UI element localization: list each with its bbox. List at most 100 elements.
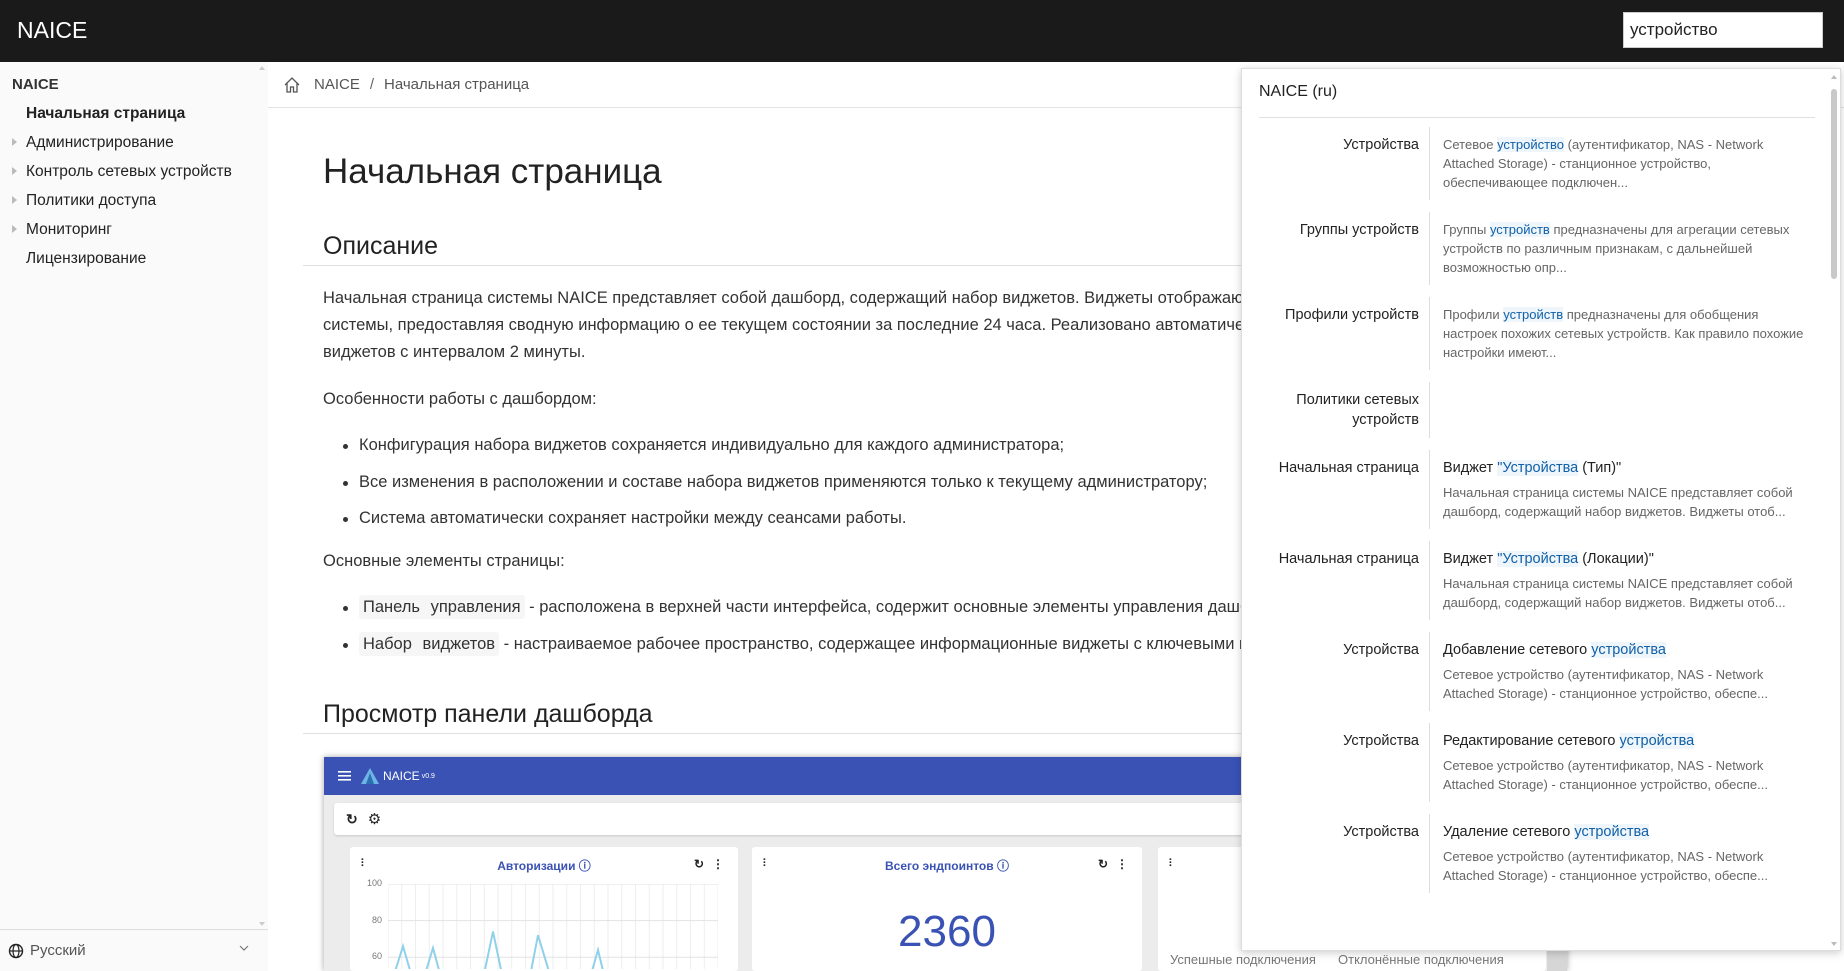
search-highlight: устройств (1489, 222, 1550, 237)
result-text: Профили (1443, 307, 1504, 322)
globe-icon (8, 943, 24, 958)
y-tick-label: 60 (371, 951, 382, 961)
search-result-item[interactable]: Политики сетевых устройств (1259, 382, 1815, 438)
home-icon[interactable] (282, 75, 302, 95)
list-item: Панель управления - расположена в верхне… (343, 594, 1350, 631)
result-category: Начальная страница (1278, 551, 1419, 567)
chevron-down-icon (239, 945, 249, 951)
search-highlight: "Устройства (1497, 460, 1579, 476)
search-result-item[interactable]: Начальная страница Виджет "Устройства (Ло… (1259, 541, 1815, 620)
result-category: Начальная страница (1278, 460, 1419, 476)
menu-icon (338, 771, 351, 781)
result-text: Начальная страница системы NAICE предста… (1443, 576, 1793, 610)
result-body: Сетевое устройство (аутентификатор, NAS … (1429, 127, 1815, 200)
authorizations-chart (388, 884, 718, 969)
sidebar-item-monitoring[interactable]: Мониторинг (12, 221, 112, 239)
result-text: (Тип)" (1578, 460, 1622, 476)
endpoint-count: 2360 (898, 907, 996, 956)
result-body: Профили устройств предназначены для обоб… (1429, 297, 1815, 370)
expand-arrow-icon[interactable] (12, 225, 17, 233)
result-body: Виджет "Устройства (Локации)" Начальная с… (1429, 541, 1815, 620)
search-result-item[interactable]: Профили устройств Профили устройств предн… (1259, 297, 1815, 370)
intro-line: виджетов с интервалом 2 минуты. (323, 343, 586, 361)
sidebar-root[interactable]: NAICE (12, 76, 59, 93)
list-item-text: - расположена в верхней части интерфейса… (524, 598, 1303, 616)
list-item: Набор виджетов - настраиваемое рабочее п… (343, 631, 1350, 668)
result-description: Группы устройств предназначены для агрег… (1443, 220, 1815, 277)
search-result-item[interactable]: Устройства Редактирование сетевого устрой… (1259, 723, 1815, 802)
search-results-popup: NAICE (ru) Устройства Сетевое устройство … (1241, 68, 1841, 951)
sidebar-item-licensing[interactable]: Лицензирование (26, 250, 146, 268)
widget-total-endpoints: ⠇ Всего эндпоинтов ⓘ ↻ ⋮ 2360 (752, 847, 1142, 971)
result-description: Начальная страница системы NAICE предста… (1443, 483, 1815, 521)
features-list: Конфигурация набора виджетов сохраняется… (343, 432, 1207, 542)
page-title: Начальная страница (323, 152, 662, 191)
result-text: предназначены для агрегации сетевых устр… (1443, 222, 1790, 275)
features-heading: Особенности работы с дашбордом: (323, 390, 597, 408)
result-description: Сетевое устройство (аутентификатор, NAS … (1443, 847, 1815, 885)
search-result-item[interactable]: Устройства Удаление сетевого устройства Се… (1259, 814, 1815, 893)
intro-line: Начальная страница системы NAICE предста… (323, 289, 1423, 307)
expand-arrow-icon[interactable] (12, 167, 17, 175)
sidebar-item-label: Администрирование (26, 134, 174, 151)
search-result-item[interactable]: Устройства Добавление сетевого устройства… (1259, 632, 1815, 711)
search-result-item[interactable]: Устройства Сетевое устройство (аутентифик… (1259, 127, 1815, 200)
result-category: Устройства (1343, 642, 1419, 658)
result-title[interactable]: Виджет "Устройства (Тип)" (1443, 458, 1815, 478)
result-text: Удаление сетевого (1443, 824, 1575, 840)
result-title[interactable]: Виджет "Устройства (Локации)" (1443, 549, 1815, 569)
list-item: Все изменения в расположении и составе н… (343, 469, 1207, 506)
breadcrumb: NAICE / Начальная страница (268, 62, 1844, 108)
search-highlight: устройство (1497, 137, 1565, 152)
breadcrumb-root-link[interactable]: NAICE (314, 76, 360, 93)
result-body: Добавление сетевого устройства Сетевое ус… (1429, 632, 1815, 711)
result-title[interactable]: Добавление сетевого устройства (1443, 640, 1815, 660)
sidebar-item-administration[interactable]: Администрирование (12, 134, 174, 152)
search-highlight: устройства (1574, 824, 1650, 840)
result-category: Устройства (1343, 824, 1419, 840)
sidebar-item-label: Политики доступа (26, 192, 157, 209)
sidebar-item-label: Контроль сетевых устройств (26, 163, 232, 180)
result-category: Политики сетевых устройств (1296, 392, 1419, 428)
language-label: Русский (30, 942, 86, 959)
result-text: Сетевое устройство (аутентификатор, NAS … (1443, 758, 1768, 792)
sidebar-item-access-policies[interactable]: Политики доступа (12, 192, 157, 210)
language-selector[interactable]: Русский (0, 929, 268, 971)
dashboard-version: v0.9 (421, 772, 435, 780)
popup-scrollbar[interactable] (1831, 89, 1837, 279)
section-heading-dashboard: Просмотр панели дашборда (303, 700, 1603, 734)
search-highlight: устройства (1619, 733, 1695, 749)
result-title[interactable]: Удаление сетевого устройства (1443, 822, 1815, 842)
more-vertical-icon: ⋮ (712, 857, 724, 871)
sidebar-item-home[interactable]: Начальная страница (26, 105, 185, 123)
brand-title[interactable]: NAICE (17, 17, 88, 43)
scroll-down-arrow-icon[interactable] (259, 922, 265, 926)
divider (1259, 117, 1815, 118)
refresh-icon: ↻ (1097, 857, 1108, 871)
list-item-text: - настраиваемое рабочее пространство, со… (499, 634, 1350, 653)
scroll-down-arrow-icon[interactable] (1831, 942, 1837, 946)
search-highlight: "Устройства (1497, 551, 1579, 567)
sidebar-item-network-devices[interactable]: Контроль сетевых устройств (12, 163, 232, 181)
search-input[interactable] (1623, 12, 1823, 48)
result-text: Виджет (1443, 551, 1498, 567)
result-description: Сетевое устройство (аутентификатор, NAS … (1443, 135, 1815, 192)
widget-title: Авторизации ⓘ (350, 857, 738, 874)
scroll-up-arrow-icon[interactable] (1831, 75, 1837, 79)
search-result-item[interactable]: Группы устройств Группы устройств предназ… (1259, 212, 1815, 285)
search-result-item[interactable]: Начальная страница Виджет "Устройства (Ти… (1259, 450, 1815, 529)
sidebar-item-label: Начальная страница (26, 105, 186, 122)
result-text: Виджет (1443, 460, 1498, 476)
result-body (1429, 382, 1815, 438)
result-title[interactable]: Редактирование сетевого устройства (1443, 731, 1815, 751)
dashboard-brand: NAICE (383, 769, 420, 783)
intro-paragraph: Начальная страница системы NAICE предста… (323, 285, 1422, 366)
expand-arrow-icon[interactable] (12, 138, 17, 146)
successful-connections-label: Успешные подключения (1170, 952, 1316, 967)
scroll-up-arrow-icon[interactable] (259, 66, 265, 70)
result-description: Начальная страница системы NAICE предста… (1443, 574, 1815, 612)
result-text: предназначены для обобщения настроек пох… (1443, 307, 1804, 360)
gear-icon: ⚙ (367, 811, 382, 828)
elements-heading: Основные элементы страницы: (323, 552, 565, 570)
expand-arrow-icon[interactable] (12, 196, 17, 204)
